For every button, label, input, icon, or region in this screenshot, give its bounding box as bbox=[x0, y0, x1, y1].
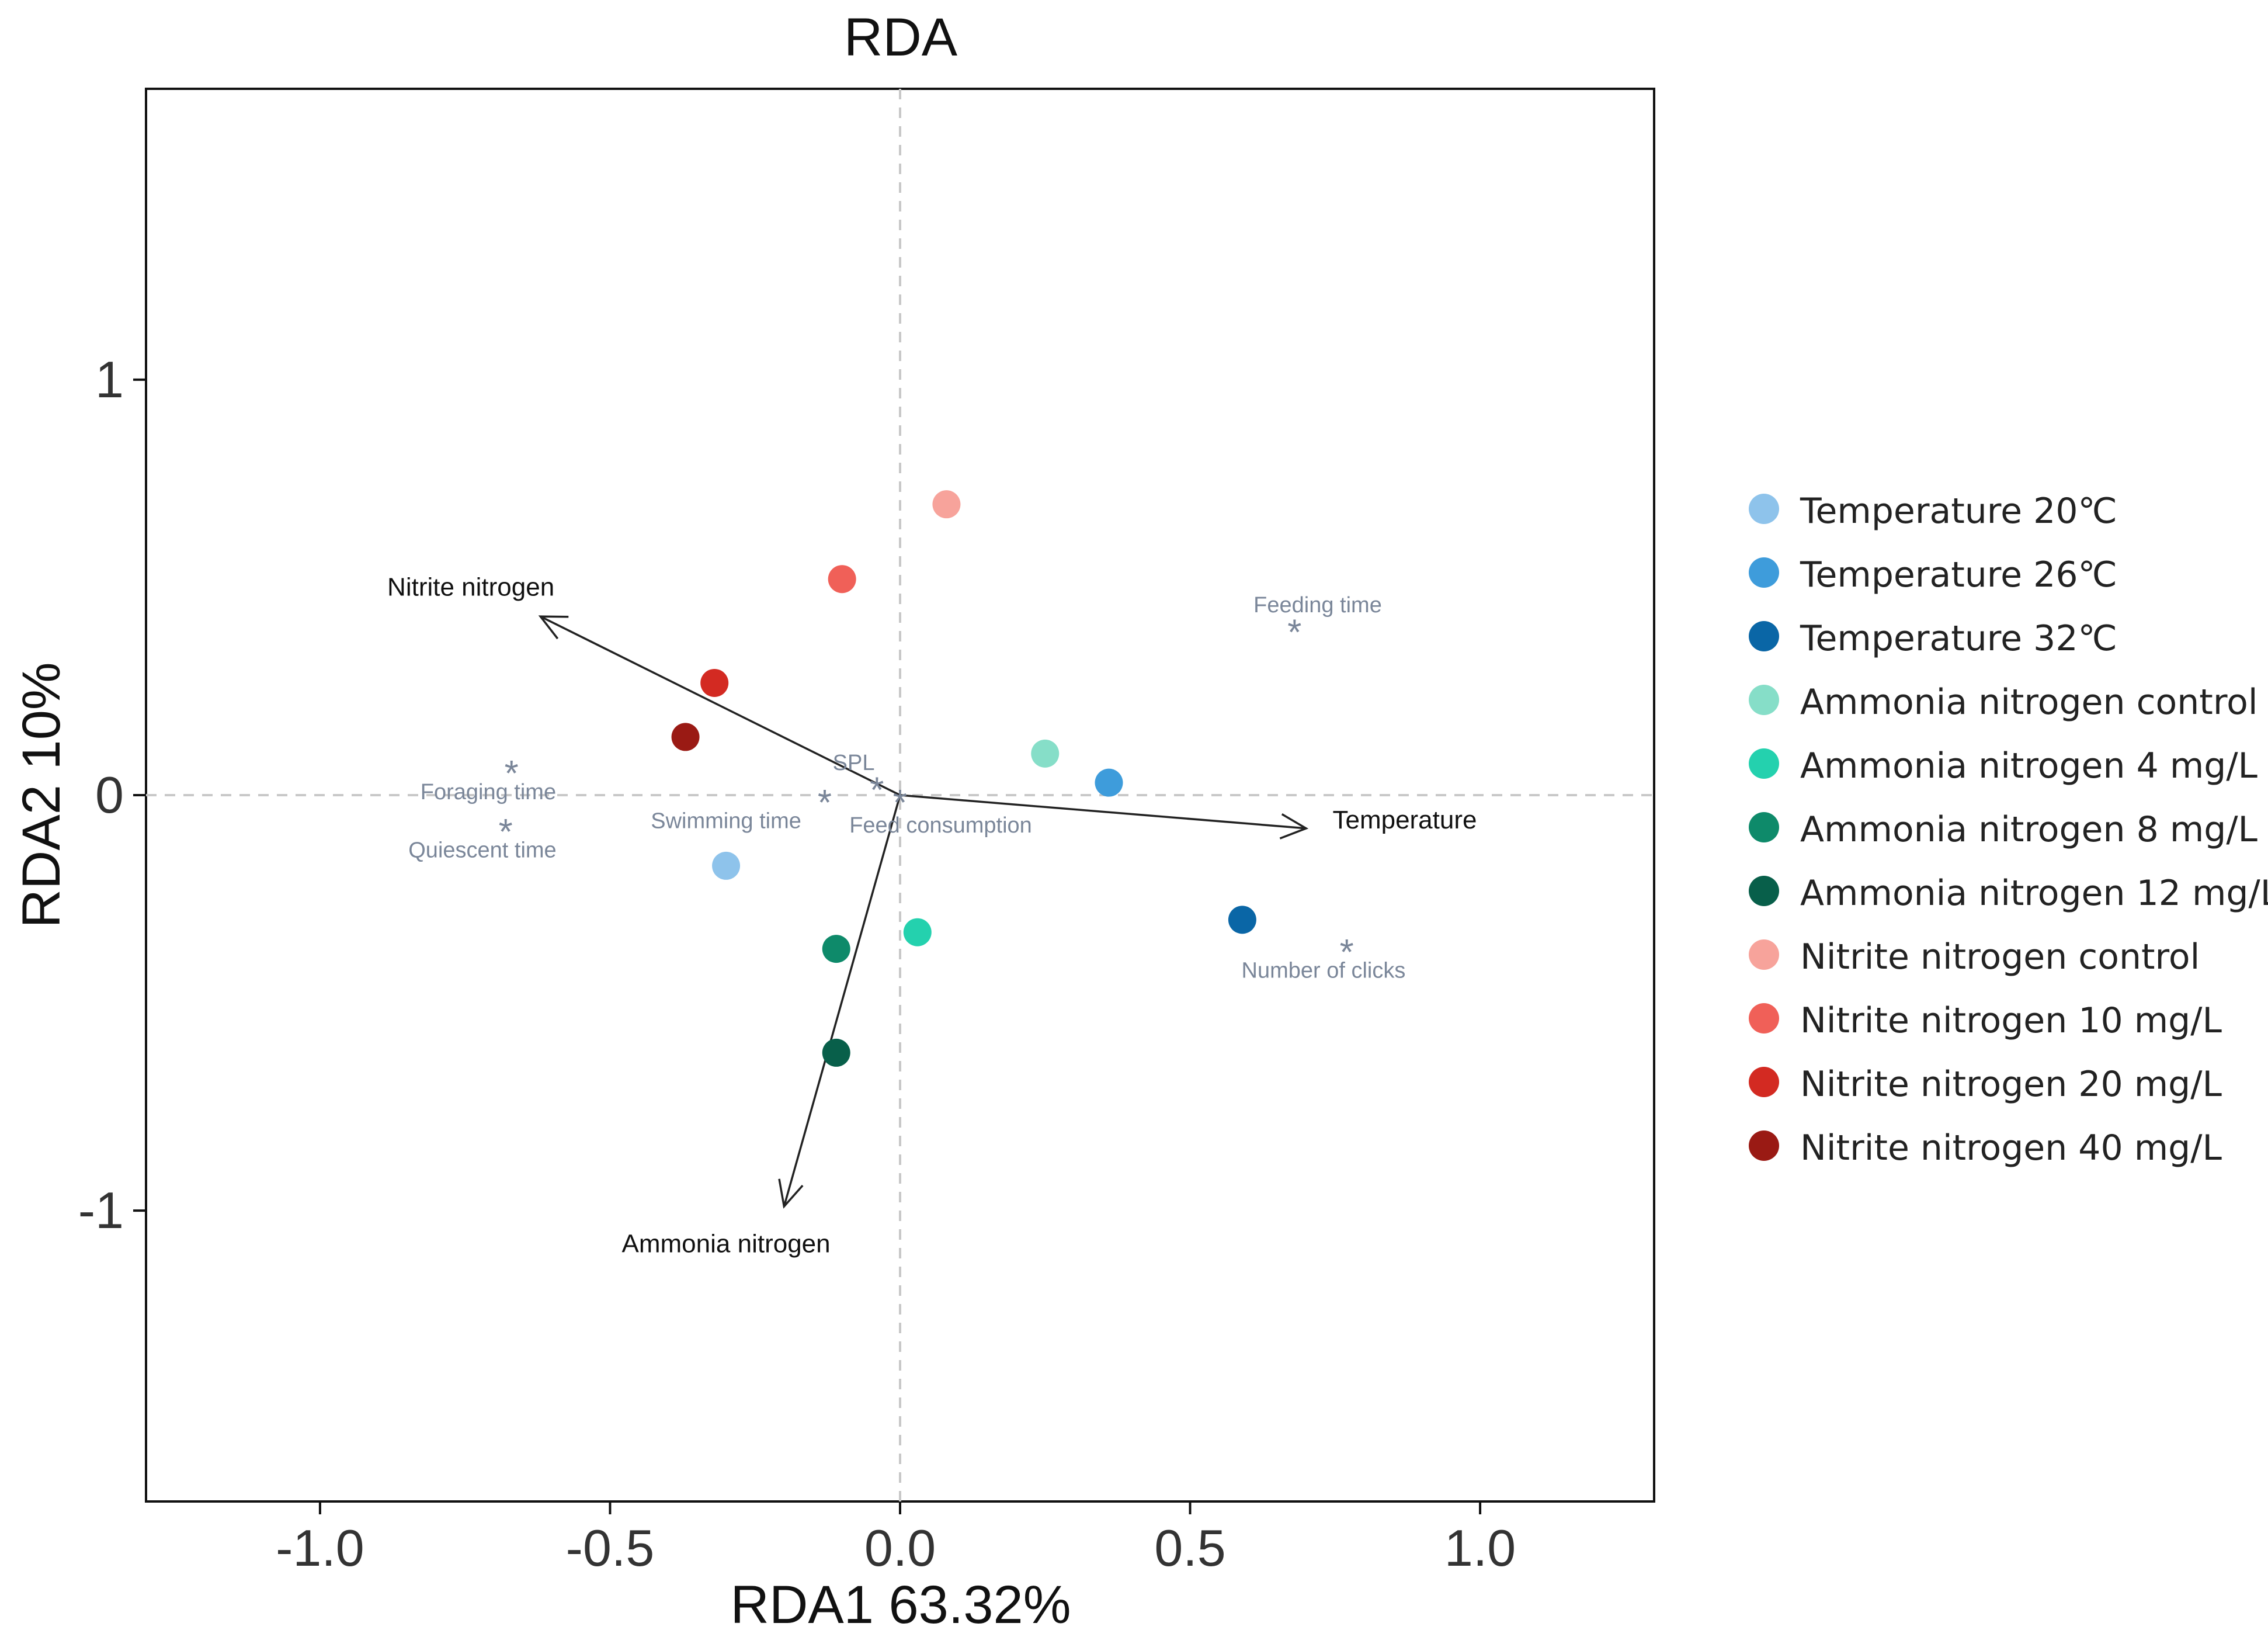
biplot-arrow bbox=[540, 615, 901, 796]
response-variable-marker: * bbox=[1287, 612, 1301, 653]
sample-point bbox=[671, 723, 700, 751]
response-variable-marker: * bbox=[870, 771, 884, 811]
legend-swatch bbox=[1749, 876, 1779, 906]
response-variable-label: Swimming time bbox=[651, 809, 801, 834]
sample-point bbox=[1228, 906, 1256, 934]
x-tick-label: -0.5 bbox=[566, 1519, 655, 1577]
response-variable-marker: * bbox=[818, 783, 832, 823]
legend: Temperature 20℃ Temperature 26℃ Temperatur… bbox=[1749, 491, 2268, 1168]
response-variable-label: SPL bbox=[833, 751, 875, 775]
response-variable-label: Foraging time bbox=[421, 780, 556, 804]
legend-swatch bbox=[1749, 812, 1779, 842]
response-variable-label: Feed consumption bbox=[849, 813, 1032, 838]
legend-label: Temperature 32℃ bbox=[1800, 618, 2117, 659]
legend-swatch bbox=[1749, 685, 1779, 715]
sample-point bbox=[932, 490, 961, 519]
biplot-arrow-head bbox=[1279, 813, 1309, 840]
legend-label: Nitrite nitrogen 40 mg/L bbox=[1800, 1128, 2222, 1168]
legend-label: Temperature 26℃ bbox=[1800, 554, 2117, 595]
legend-label: Ammonia nitrogen control bbox=[1800, 682, 2258, 723]
legend-swatch bbox=[1749, 494, 1779, 524]
legend-swatch bbox=[1749, 1003, 1779, 1034]
legend-swatch bbox=[1749, 557, 1779, 588]
legend-label: Nitrite nitrogen 20 mg/L bbox=[1800, 1064, 2222, 1105]
sample-point bbox=[700, 668, 729, 697]
sample-point bbox=[712, 851, 741, 880]
biplot-arrow-head bbox=[778, 1178, 804, 1209]
y-axis-label: RDA2 10% bbox=[12, 662, 71, 928]
legend-label: Nitrite nitrogen control bbox=[1800, 937, 2200, 977]
legend-swatch bbox=[1749, 1067, 1779, 1097]
response-variable-marker: * bbox=[499, 812, 513, 852]
y-tick-label: 0 bbox=[95, 766, 124, 824]
chart-title: RDA bbox=[844, 8, 958, 67]
y-tick-label: -1 bbox=[78, 1181, 124, 1239]
response-variable-marker: * bbox=[1340, 932, 1354, 973]
sample-point bbox=[1095, 768, 1123, 797]
sample-point bbox=[903, 918, 932, 946]
x-tick-label: 1.0 bbox=[1444, 1519, 1516, 1577]
response-variable-marker: * bbox=[893, 783, 907, 823]
biplot-arrow-label: Nitrite nitrogen bbox=[387, 573, 554, 602]
legend-label: Ammonia nitrogen 12 mg/L bbox=[1800, 873, 2268, 914]
biplot-arrow-head bbox=[538, 615, 569, 640]
x-tick-label: 0.5 bbox=[1154, 1519, 1225, 1577]
sample-point bbox=[822, 935, 850, 963]
legend-swatch bbox=[1749, 621, 1779, 651]
legend-label: Nitrite nitrogen 10 mg/L bbox=[1800, 1000, 2222, 1041]
biplot-arrow-label: Ammonia nitrogen bbox=[622, 1229, 831, 1258]
x-axis-label: RDA1 63.32% bbox=[731, 1575, 1071, 1630]
sample-point bbox=[1031, 739, 1060, 768]
sample-point bbox=[822, 1038, 850, 1067]
biplot-arrow bbox=[783, 795, 901, 1207]
biplot-arrow bbox=[899, 794, 1307, 830]
legend-label: Ammonia nitrogen 8 mg/L bbox=[1800, 809, 2258, 850]
legend-swatch bbox=[1749, 1130, 1779, 1161]
response-variable-label: Feeding time bbox=[1253, 593, 1382, 618]
legend-label: Ammonia nitrogen 4 mg/L bbox=[1800, 745, 2258, 786]
legend-label: Temperature 20℃ bbox=[1800, 491, 2117, 532]
response-variable-marker: * bbox=[505, 754, 519, 794]
response-variable-label: Number of clicks bbox=[1242, 959, 1406, 983]
legend-swatch bbox=[1749, 748, 1779, 779]
x-tick-label: -1.0 bbox=[276, 1519, 364, 1577]
response-variable-label: Quiescent time bbox=[408, 838, 556, 862]
biplot-arrow-label: Temperature bbox=[1332, 806, 1477, 834]
sample-point bbox=[828, 565, 856, 594]
legend-swatch bbox=[1749, 939, 1779, 970]
x-tick-label: 0.0 bbox=[864, 1519, 936, 1577]
y-tick-label: 1 bbox=[95, 351, 124, 408]
